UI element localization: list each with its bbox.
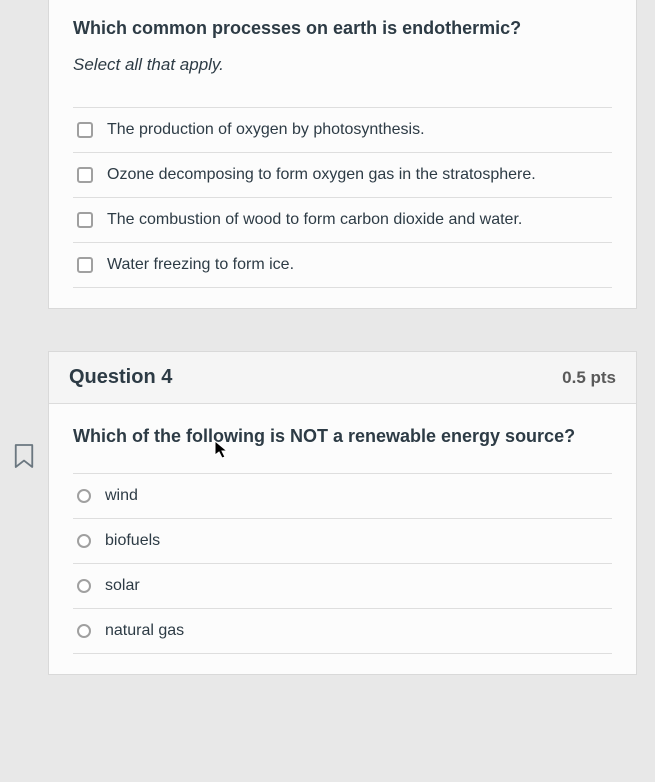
answer-label: solar bbox=[105, 577, 140, 595]
answer-list-radio: wind biofuels solar natural gas bbox=[73, 473, 612, 654]
questions-column: Which common processes on earth is endot… bbox=[48, 0, 655, 782]
answer-label: wind bbox=[105, 487, 138, 505]
checkbox-icon[interactable] bbox=[77, 167, 93, 183]
answer-option[interactable]: natural gas bbox=[73, 608, 612, 654]
question-title: Question 4 bbox=[69, 366, 172, 389]
answer-label: natural gas bbox=[105, 622, 184, 640]
answer-label: Ozone decomposing to form oxygen gas in … bbox=[107, 166, 536, 184]
question-prompt: Which common processes on earth is endot… bbox=[73, 18, 612, 39]
answer-option[interactable]: Ozone decomposing to form oxygen gas in … bbox=[73, 152, 612, 197]
question-body: Which common processes on earth is endot… bbox=[49, 0, 636, 107]
radio-icon[interactable] bbox=[77, 534, 91, 548]
bookmark-icon[interactable] bbox=[13, 443, 35, 469]
question-points: 0.5 pts bbox=[562, 368, 616, 388]
question-gutter bbox=[0, 0, 48, 782]
answer-label: biofuels bbox=[105, 532, 160, 550]
radio-icon[interactable] bbox=[77, 579, 91, 593]
radio-icon[interactable] bbox=[77, 489, 91, 503]
question-subprompt: Select all that apply. bbox=[73, 55, 612, 75]
question-body: Which of the following is NOT a renewabl… bbox=[49, 404, 636, 473]
answer-label: The production of oxygen by photosynthes… bbox=[107, 121, 425, 139]
answer-list-checkbox: The production of oxygen by photosynthes… bbox=[73, 107, 612, 288]
checkbox-icon[interactable] bbox=[77, 257, 93, 273]
question-card-3: Which common processes on earth is endot… bbox=[48, 0, 637, 309]
answer-option[interactable]: wind bbox=[73, 473, 612, 518]
answer-option[interactable]: The production of oxygen by photosynthes… bbox=[73, 107, 612, 152]
answer-option[interactable]: The combustion of wood to form carbon di… bbox=[73, 197, 612, 242]
question-prompt: Which of the following is NOT a renewabl… bbox=[73, 426, 612, 447]
checkbox-icon[interactable] bbox=[77, 122, 93, 138]
answer-option[interactable]: Water freezing to form ice. bbox=[73, 242, 612, 288]
question-card-4: Question 4 0.5 pts Which of the followin… bbox=[48, 351, 637, 675]
checkbox-icon[interactable] bbox=[77, 212, 93, 228]
answer-option[interactable]: biofuels bbox=[73, 518, 612, 563]
answer-option[interactable]: solar bbox=[73, 563, 612, 608]
question-header: Question 4 0.5 pts bbox=[49, 352, 636, 404]
answer-label: The combustion of wood to form carbon di… bbox=[107, 211, 522, 229]
answer-label: Water freezing to form ice. bbox=[107, 256, 294, 274]
radio-icon[interactable] bbox=[77, 624, 91, 638]
